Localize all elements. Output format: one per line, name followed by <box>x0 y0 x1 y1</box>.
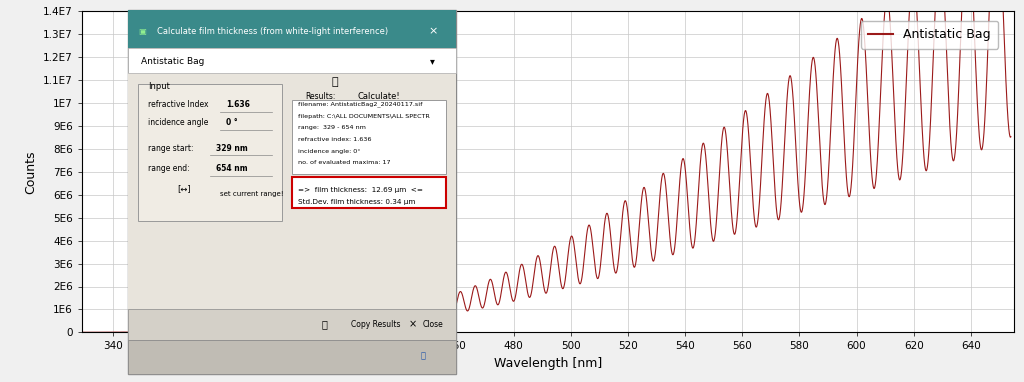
Text: Antistatic Bag: Antistatic Bag <box>141 57 205 66</box>
Text: filename: AntistaticBag2_20240117.sif: filename: AntistaticBag2_20240117.sif <box>298 102 423 107</box>
Text: ×: × <box>428 26 437 36</box>
Text: ⧉: ⧉ <box>322 319 328 329</box>
Text: =>  film thickness:  12.69 μm  <=: => film thickness: 12.69 μm <= <box>298 187 423 193</box>
Text: refractive Index: refractive Index <box>147 100 208 109</box>
Text: incidence angle: incidence angle <box>147 118 208 127</box>
Text: 🖹: 🖹 <box>331 78 338 87</box>
Text: 1.636: 1.636 <box>226 100 250 109</box>
Text: Calculate film thickness (from white-light interference): Calculate film thickness (from white-lig… <box>158 27 389 36</box>
Text: ▾: ▾ <box>430 57 435 66</box>
Text: Close: Close <box>423 319 443 329</box>
Text: Std.Dev. film thickness: 0.34 μm: Std.Dev. film thickness: 0.34 μm <box>298 199 416 205</box>
X-axis label: Wavelength [nm]: Wavelength [nm] <box>494 357 602 370</box>
Y-axis label: Counts: Counts <box>25 150 38 194</box>
Text: range start:: range start: <box>147 144 194 153</box>
Text: Copy Results: Copy Results <box>351 319 400 329</box>
Legend: Antistatic Bag: Antistatic Bag <box>860 21 998 49</box>
Text: [↔]: [↔] <box>177 184 190 193</box>
Text: Calculate!: Calculate! <box>357 92 400 101</box>
Text: ×: × <box>409 319 417 329</box>
Text: filepath: C:\ALL DOCUMENTS\ALL SPECTR: filepath: C:\ALL DOCUMENTS\ALL SPECTR <box>298 113 430 118</box>
Text: 📊: 📊 <box>421 351 425 361</box>
Text: Input: Input <box>147 82 170 91</box>
Text: 0 °: 0 ° <box>226 118 238 127</box>
Text: ▣: ▣ <box>138 27 145 36</box>
Text: no. of evaluated maxima: 17: no. of evaluated maxima: 17 <box>298 160 391 165</box>
Text: incidence angle: 0°: incidence angle: 0° <box>298 149 360 154</box>
Text: range end:: range end: <box>147 164 189 173</box>
Text: refractive index: 1.636: refractive index: 1.636 <box>298 137 372 142</box>
Text: range:  329 - 654 nm: range: 329 - 654 nm <box>298 125 367 130</box>
Text: set current range!: set current range! <box>220 191 284 197</box>
Text: Results:: Results: <box>305 92 335 101</box>
Text: 329 nm: 329 nm <box>216 144 248 153</box>
Text: 654 nm: 654 nm <box>216 164 248 173</box>
